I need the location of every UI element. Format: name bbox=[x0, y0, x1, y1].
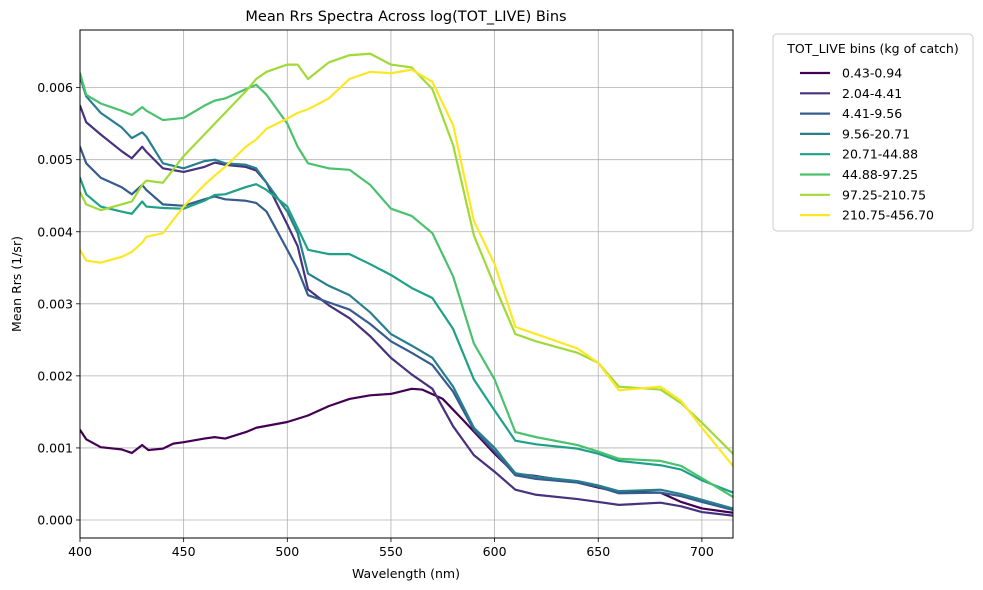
legend-label-4: 9.56-20.71 bbox=[842, 126, 910, 141]
y-axis-label: Mean Rrs (1/sr) bbox=[9, 236, 24, 332]
chart-title: Mean Rrs Spectra Across log(TOT_LIVE) Bi… bbox=[245, 9, 566, 25]
y-tick-label: 0.002 bbox=[37, 368, 73, 383]
y-tick-label: 0.005 bbox=[37, 152, 73, 167]
x-tick-label: 550 bbox=[379, 544, 403, 559]
legend-title: TOT_LIVE bins (kg of catch) bbox=[786, 41, 958, 56]
x-tick-label: 400 bbox=[68, 544, 92, 559]
legend-label-8: 210.75-456.70 bbox=[842, 208, 934, 223]
series-line-5 bbox=[80, 176, 733, 494]
series-line-3 bbox=[80, 145, 733, 511]
series-line-4 bbox=[80, 75, 733, 510]
y-tick-label: 0.003 bbox=[37, 296, 73, 311]
legend-label-3: 4.41-9.56 bbox=[842, 106, 902, 121]
legend-label-2: 2.04-4.41 bbox=[842, 86, 902, 101]
y-axis-ticks: 0.000 0.001 0.002 0.003 0.004 0.005 0.006 bbox=[37, 80, 80, 527]
series-lines bbox=[80, 52, 733, 517]
x-tick-label: 450 bbox=[172, 544, 196, 559]
y-tick-label: 0.001 bbox=[37, 440, 73, 455]
x-tick-label: 700 bbox=[690, 544, 714, 559]
series-line-2 bbox=[80, 104, 733, 517]
x-tick-label: 650 bbox=[586, 544, 610, 559]
legend-frame bbox=[772, 33, 974, 232]
series-line-7 bbox=[80, 52, 733, 455]
x-axis-label: Wavelength (nm) bbox=[352, 566, 460, 581]
plot-frame bbox=[79, 29, 734, 539]
legend-label-5: 20.71-44.88 bbox=[842, 147, 918, 162]
y-tick-label: 0.000 bbox=[37, 512, 73, 527]
series-line-8 bbox=[80, 68, 733, 468]
y-tick-label: 0.006 bbox=[37, 80, 73, 95]
x-tick-label: 500 bbox=[275, 544, 299, 559]
legend-label-1: 0.43-0.94 bbox=[842, 66, 902, 81]
legend-label-7: 97.25-210.75 bbox=[842, 187, 926, 202]
series-line-6 bbox=[80, 72, 733, 499]
y-tick-label: 0.004 bbox=[37, 224, 73, 239]
legend: TOT_LIVE bins (kg of catch) 0.43-0.94 2.0… bbox=[772, 33, 974, 232]
series-line-1 bbox=[80, 387, 733, 514]
x-tick-label: 600 bbox=[483, 544, 507, 559]
legend-label-6: 44.88-97.25 bbox=[842, 167, 918, 182]
x-axis-ticks: 400 450 500 550 600 650 700 bbox=[68, 538, 714, 559]
